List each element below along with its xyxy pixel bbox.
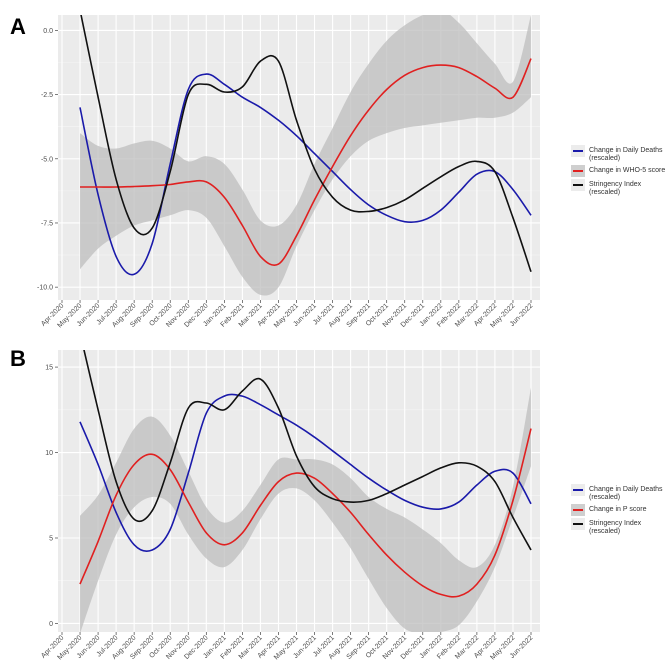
y-tick-label: 15 bbox=[45, 365, 53, 372]
legend-key-stringency bbox=[571, 179, 585, 191]
series-line-change-in-who-5-score bbox=[79, 58, 532, 267]
legend-label-sub: (rescaled) bbox=[589, 189, 621, 196]
legend-item-who5: Change in WHO-5 score bbox=[571, 165, 672, 177]
legend-label: Stringency Index bbox=[589, 520, 642, 527]
legend-label: Change in Daily Deaths bbox=[589, 147, 663, 154]
confidence-band bbox=[80, 15, 531, 296]
legend-item-deaths: Change in Daily Deaths (rescaled) bbox=[571, 145, 672, 163]
legend-item-stringency: Stringency Index (rescaled) bbox=[571, 179, 672, 197]
series-line-stringency-index-rescaled bbox=[80, 15, 532, 273]
legend-panel-a: Change in Daily Deaths (rescaled) Change … bbox=[571, 145, 672, 199]
legend-label-sub: (rescaled) bbox=[589, 494, 621, 501]
legend-key-deaths bbox=[571, 484, 585, 496]
panel-a: 0.0-2.5-5.0-7.5-10.0Apr-2020May-2020Jun-… bbox=[37, 15, 540, 329]
series-line-change-in-daily-deaths-rescaled bbox=[79, 393, 532, 552]
panel-b: 151050Apr-2020May-2020Jun-2020Jul-2020Au… bbox=[40, 350, 540, 661]
legend-key-stringency bbox=[571, 518, 585, 530]
plot-area bbox=[79, 350, 532, 632]
legend-key-pscore bbox=[571, 504, 585, 516]
y-tick-label: -7.5 bbox=[41, 220, 53, 227]
plot-area bbox=[79, 15, 532, 296]
legend-label: Stringency Index bbox=[589, 181, 642, 188]
legend-item-deaths: Change in Daily Deaths (rescaled) bbox=[571, 484, 672, 502]
legend-label: Change in WHO-5 score bbox=[589, 167, 666, 174]
legend-key-deaths bbox=[571, 145, 585, 157]
y-tick-label: 10 bbox=[45, 450, 53, 457]
y-tick-label: 5 bbox=[49, 536, 53, 543]
legend-key-who5 bbox=[571, 165, 585, 177]
series-line-stringency-index-rescaled bbox=[83, 350, 532, 551]
confidence-band bbox=[80, 387, 531, 632]
panel-a-label: A bbox=[10, 14, 26, 39]
legend-label-sub: (rescaled) bbox=[589, 528, 621, 535]
y-tick-label: 0 bbox=[49, 621, 53, 628]
legend-label: Change in P score bbox=[589, 506, 647, 513]
y-tick-label: 0.0 bbox=[43, 28, 53, 35]
y-tick-label: -10.0 bbox=[37, 285, 53, 292]
legend-item-pscore: Change in P score bbox=[571, 504, 672, 516]
panel-b-label: B bbox=[10, 346, 26, 371]
y-tick-label: -2.5 bbox=[41, 92, 53, 99]
legend-item-stringency: Stringency Index (rescaled) bbox=[571, 518, 672, 536]
legend-label-sub: (rescaled) bbox=[589, 155, 621, 162]
legend-panel-b: Change in Daily Deaths (rescaled) Change … bbox=[571, 484, 672, 538]
y-tick-label: -5.0 bbox=[41, 156, 53, 163]
legend-label: Change in Daily Deaths bbox=[589, 486, 663, 493]
